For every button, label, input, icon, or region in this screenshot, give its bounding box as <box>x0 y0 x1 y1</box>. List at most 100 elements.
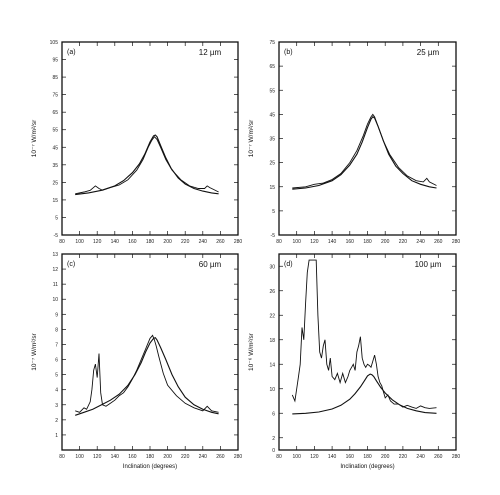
y-tick-label: 95 <box>52 58 58 64</box>
y-axis-label: 10⁻⁷ W/m²/sr <box>31 119 38 157</box>
panel-label: (c) <box>67 261 75 268</box>
x-tick-label: 160 <box>346 454 355 460</box>
x-tick-label: 120 <box>310 239 319 245</box>
panel-c: 80 100 120 140 160 180 200 220 240 260 28012345678… <box>31 252 242 470</box>
observed-curve <box>291 259 437 409</box>
y-tick-label: 5 <box>55 373 58 379</box>
x-tick-label: 240 <box>199 239 208 245</box>
x-tick-label: 140 <box>111 454 120 460</box>
y-tick-label: 18 <box>269 338 275 344</box>
y-tick-label: 8 <box>55 327 58 333</box>
plot-frame <box>278 253 457 451</box>
observed-curve <box>292 113 437 189</box>
model-curve <box>75 134 219 196</box>
x-tick-label: 200 <box>381 454 390 460</box>
y-tick-label: 105 <box>50 40 59 46</box>
y-tick-label: 9 <box>55 312 58 318</box>
x-tick-label: 280 <box>234 454 243 460</box>
y-axis-label: 10⁻⁷ W/m²/sr <box>248 119 255 157</box>
x-tick-label: 260 <box>216 454 225 460</box>
wavelength-label: 100 µm <box>415 260 442 269</box>
y-tick-label: 26 <box>269 289 275 295</box>
y-tick-label: 35 <box>52 163 58 169</box>
x-tick-label: 100 <box>293 239 302 245</box>
x-tick-label: 160 <box>128 454 137 460</box>
panel-d: 80 100 120 140 160 180 200 220 240 260 28002610141… <box>248 253 461 470</box>
x-tick-label: 200 <box>163 239 172 245</box>
x-tick-label: 220 <box>399 239 408 245</box>
x-tick-label: 240 <box>416 454 425 460</box>
x-tick-label: 140 <box>328 454 337 460</box>
x-tick-label: 180 <box>146 454 155 460</box>
y-axis-label: 10⁻⁷ W/m²/sr <box>31 332 38 370</box>
x-tick-label: 80 <box>59 239 65 245</box>
y-tick-label: 10 <box>269 387 275 393</box>
y-tick-label: 55 <box>269 88 275 94</box>
y-tick-label: 3 <box>55 403 58 409</box>
x-tick-label: 80 <box>59 454 65 460</box>
x-axis-label: Inclination (degrees) <box>123 464 177 470</box>
x-tick-label: 280 <box>234 239 243 245</box>
observed-curve <box>75 334 219 413</box>
x-tick-label: 200 <box>163 454 172 460</box>
x-tick-label: 280 <box>452 239 461 245</box>
y-tick-label: 0 <box>272 448 275 454</box>
x-tick-label: 260 <box>434 454 443 460</box>
y-tick-label: 45 <box>52 145 58 151</box>
x-tick-label: 140 <box>111 239 120 245</box>
y-tick-label: 75 <box>52 93 58 99</box>
y-tick-label: 85 <box>52 75 58 81</box>
observed-curve <box>75 135 219 195</box>
y-tick-label: 5 <box>272 209 275 215</box>
x-tick-label: 200 <box>381 239 390 245</box>
x-tick-label: 100 <box>75 454 84 460</box>
x-tick-label: 160 <box>128 239 137 245</box>
y-tick-label: 5 <box>55 215 58 221</box>
y-tick-label: 55 <box>52 128 58 134</box>
x-tick-label: 140 <box>328 239 337 245</box>
x-tick-label: 180 <box>363 454 372 460</box>
plot-frame <box>61 253 239 451</box>
y-tick-label: 6 <box>55 358 58 364</box>
x-tick-label: 120 <box>93 239 102 245</box>
y-tick-label: 65 <box>269 64 275 70</box>
x-tick-label: 80 <box>276 454 282 460</box>
y-tick-label: 25 <box>269 161 275 167</box>
x-tick-label: 100 <box>293 454 302 460</box>
panel-label: (d) <box>284 261 293 268</box>
x-tick-label: 160 <box>346 239 355 245</box>
y-tick-label: 45 <box>269 112 275 118</box>
y-tick-label: 12 <box>52 267 58 273</box>
x-tick-label: 220 <box>181 239 190 245</box>
wavelength-label: 12 µm <box>199 48 222 57</box>
plot-frame <box>278 41 457 236</box>
y-tick-label: 4 <box>55 388 58 394</box>
y-tick-label: 2 <box>55 418 58 424</box>
model-curve <box>75 337 219 416</box>
x-tick-label: 100 <box>75 239 84 245</box>
x-tick-label: 180 <box>363 239 372 245</box>
x-tick-label: 260 <box>216 239 225 245</box>
panel-label: (a) <box>67 49 76 56</box>
wavelength-label: 60 µm <box>199 260 222 269</box>
x-tick-label: 240 <box>416 239 425 245</box>
y-tick-label: 15 <box>269 185 275 191</box>
y-tick-label: 11 <box>53 282 58 288</box>
y-tick-label: -5 <box>271 233 276 239</box>
x-tick-label: 280 <box>452 454 461 460</box>
x-tick-label: 80 <box>276 239 282 245</box>
y-tick-label: 2 <box>272 436 275 442</box>
y-tick-label: 1 <box>55 433 58 439</box>
x-tick-label: 240 <box>199 454 208 460</box>
y-tick-label: 22 <box>269 313 275 319</box>
y-tick-label: 65 <box>52 110 58 116</box>
wavelength-label: 25 µm <box>417 48 440 57</box>
panel-b: 80 100 120 140 160 180 200 220 240 260 280 -5 5 15 25 3… <box>248 40 460 245</box>
model-curve <box>292 116 437 190</box>
panel-a: 80 100 120 140 160 180 200 220 240 260 280 -5 5 15 25 3… <box>31 40 242 245</box>
x-tick-label: 120 <box>93 454 102 460</box>
x-tick-label: 180 <box>146 239 155 245</box>
y-tick-label: 35 <box>269 137 275 143</box>
y-tick-label: 7 <box>55 342 58 348</box>
